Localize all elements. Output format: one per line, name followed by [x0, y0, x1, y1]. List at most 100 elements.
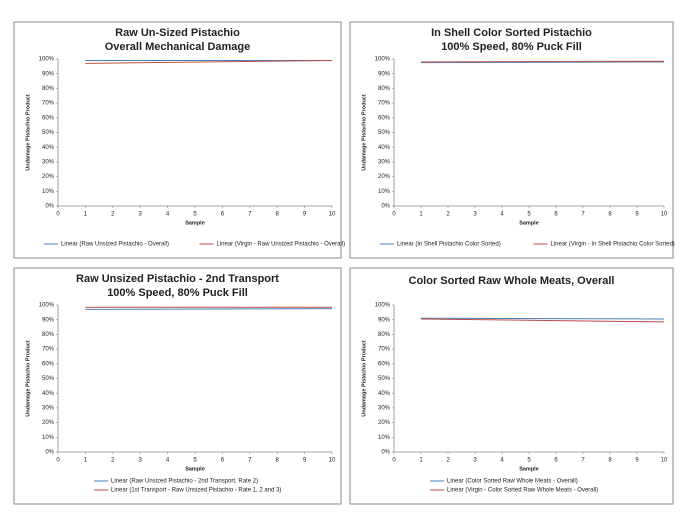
x-tick-label: 0: [392, 458, 396, 464]
y-tick-label: 40%: [42, 145, 55, 151]
y-tick-label: 90%: [42, 71, 55, 77]
trend-line: [420, 318, 665, 323]
x-tick-label: 3: [473, 458, 477, 464]
x-tick-label: 9: [303, 458, 307, 464]
y-tick-label: 100%: [39, 57, 55, 63]
y-tick-label: 70%: [42, 101, 55, 107]
x-tick-label: 6: [554, 458, 558, 464]
legend-label: Linear (Color Sorted Raw Whole Meats - O…: [447, 479, 578, 485]
y-tick-label: 20%: [378, 174, 391, 180]
x-tick-label: 9: [635, 212, 639, 218]
x-tick-label: 8: [276, 458, 280, 464]
x-tick-label: 10: [329, 458, 336, 464]
y-tick-label: 20%: [42, 420, 55, 426]
x-tick-label: 9: [635, 458, 639, 464]
x-tick-label: 5: [193, 212, 197, 218]
panel: [13, 21, 342, 259]
x-tick-label: 0: [392, 212, 396, 218]
y-tick-label: 50%: [378, 376, 391, 382]
y-tick-label: 30%: [378, 405, 391, 411]
y-tick-label: 30%: [42, 405, 55, 411]
y-tick-label: 60%: [42, 361, 55, 367]
x-axis-label: Sample: [519, 220, 539, 226]
x-tick-label: 5: [527, 458, 531, 464]
y-tick-label: 100%: [375, 303, 391, 309]
x-tick-label: 1: [419, 458, 423, 464]
y-tick-label: 0%: [45, 450, 54, 456]
legend-label: Linear (In Shell Pistachio Color Sorted): [397, 242, 501, 248]
legend-label: Linear (Virgin - Color Sorted Raw Whole …: [447, 488, 598, 494]
y-tick-label: 90%: [42, 317, 55, 323]
x-tick-label: 1: [419, 212, 423, 218]
panel: [349, 267, 674, 505]
chart-title: Raw Un-Sized Pistachio: [115, 27, 240, 39]
x-tick-label: 10: [661, 212, 668, 218]
x-tick-label: 4: [500, 212, 504, 218]
y-axis-label: Undamage Pistachio Product: [361, 94, 367, 171]
y-tick-label: 20%: [378, 420, 391, 426]
panel: [13, 267, 342, 505]
y-tick-label: 60%: [378, 115, 391, 121]
x-tick-label: 2: [446, 212, 450, 218]
x-tick-label: 3: [473, 212, 477, 218]
y-tick-label: 0%: [45, 204, 54, 210]
y-tick-label: 80%: [42, 332, 55, 338]
x-tick-label: 1: [84, 212, 88, 218]
x-tick-label: 7: [248, 458, 252, 464]
x-tick-label: 0: [56, 458, 60, 464]
trend-line: [420, 60, 665, 63]
x-tick-label: 8: [276, 212, 280, 218]
chart-title: 100% Speed, 80% Puck Fill: [441, 41, 582, 53]
x-tick-label: 9: [303, 212, 307, 218]
x-tick-label: 2: [111, 212, 115, 218]
y-tick-label: 50%: [42, 130, 55, 136]
x-tick-label: 2: [446, 458, 450, 464]
y-tick-label: 30%: [42, 159, 55, 165]
x-tick-label: 1: [84, 458, 88, 464]
legend-label: Linear (Virgin - Raw Unsized Pistachio -…: [217, 242, 346, 248]
chart-title: Raw Unsized Pistachio - 2nd Transport: [76, 273, 279, 285]
y-tick-label: 70%: [378, 347, 391, 353]
y-tick-label: 80%: [42, 86, 55, 92]
y-tick-label: 0%: [381, 204, 390, 210]
x-tick-label: 8: [608, 458, 612, 464]
legend-label: Linear (Raw Unsized Pistachio - Overall): [61, 242, 169, 248]
trend-line: [420, 61, 665, 64]
y-tick-label: 80%: [378, 86, 391, 92]
y-tick-label: 10%: [42, 435, 55, 441]
chart-title: 100% Speed, 80% Puck Fill: [107, 287, 248, 299]
y-tick-label: 20%: [42, 174, 55, 180]
x-tick-label: 10: [661, 458, 668, 464]
chart-title: In Shell Color Sorted Pistachio: [431, 27, 592, 39]
y-axis-label: Undamage Pistachio Product: [25, 340, 31, 417]
x-tick-label: 7: [581, 212, 585, 218]
x-tick-label: 3: [139, 458, 143, 464]
panel: [349, 21, 674, 259]
trend-line: [420, 317, 665, 320]
y-tick-label: 70%: [378, 101, 391, 107]
y-tick-label: 40%: [378, 145, 391, 151]
y-tick-label: 70%: [42, 347, 55, 353]
y-tick-label: 50%: [378, 130, 391, 136]
chart-title: Overall Mechanical Damage: [105, 41, 251, 53]
y-tick-label: 40%: [378, 391, 391, 397]
x-tick-label: 0: [56, 212, 60, 218]
x-axis-label: Sample: [519, 466, 539, 472]
trend-line: [85, 308, 333, 310]
y-tick-label: 60%: [378, 361, 391, 367]
y-tick-label: 80%: [378, 332, 391, 338]
y-axis-label: Undamage Pistachio Product: [25, 94, 31, 171]
y-tick-label: 90%: [378, 317, 391, 323]
y-tick-label: 10%: [378, 435, 391, 441]
x-tick-label: 4: [166, 458, 170, 464]
y-tick-label: 90%: [378, 71, 391, 77]
trend-line: [85, 59, 333, 64]
chart-title: Color Sorted Raw Whole Meats, Overall: [409, 275, 615, 287]
x-tick-label: 4: [500, 458, 504, 464]
y-axis-label: Undamage Pistachio Product: [361, 340, 367, 417]
x-tick-label: 7: [581, 458, 585, 464]
x-tick-label: 6: [221, 458, 225, 464]
x-tick-label: 5: [193, 458, 197, 464]
legend-label: Linear (Virgin - In Shell Pistachio Colo…: [551, 242, 675, 248]
